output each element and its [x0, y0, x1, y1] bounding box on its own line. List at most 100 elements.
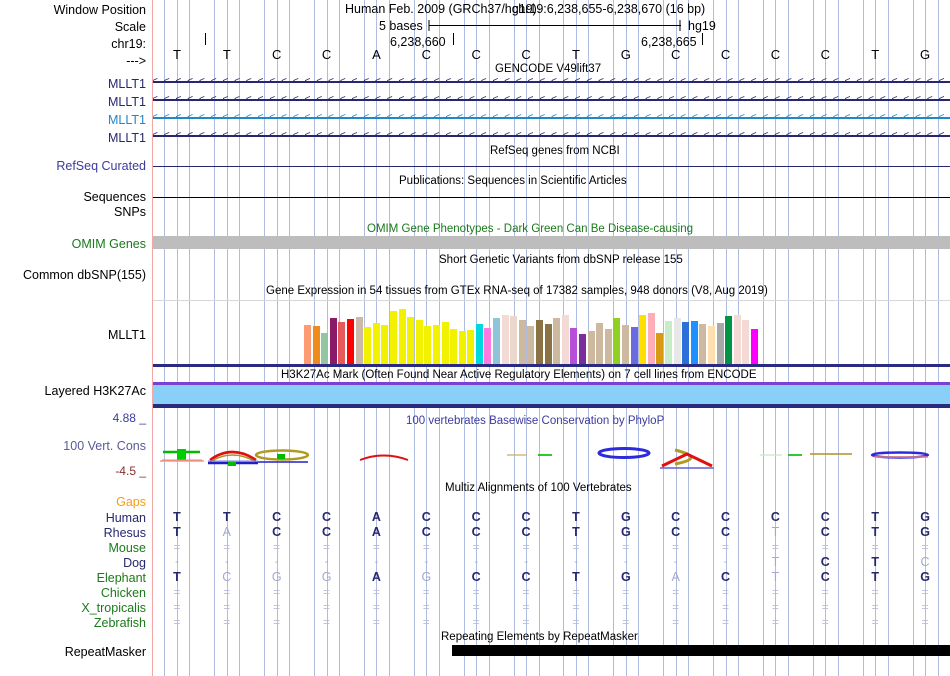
gtex-tissue-bar[interactable] [484, 328, 492, 367]
gtex-tissue-bar[interactable] [613, 318, 621, 367]
multiz-row[interactable]: = = = = = = = = = = = = = = = = [152, 600, 950, 615]
multiz-alignment-rows[interactable]: T T C C A C C C T G C C C C T G T A C C A C C C T G C C T C T G = = = = = = = =… [0, 510, 950, 630]
gtex-tissue-bar[interactable] [304, 325, 311, 367]
gtex-tissue-bar[interactable] [630, 327, 638, 367]
gtex-tissue-bar[interactable] [329, 318, 337, 367]
gene-intron-row[interactable]: <<<<<<<<<<<<<<<<<<<<<<<<<<<<<<<<<<<<<<<<… [152, 112, 950, 124]
gtex-tissue-bar[interactable] [596, 323, 604, 367]
h3k27ac-baseline [152, 404, 950, 408]
label-layered-h3k27ac[interactable]: Layered H3K27Ac [44, 384, 146, 398]
gtex-tissue-bar[interactable] [742, 320, 750, 367]
gtex-tissue-bar[interactable] [518, 320, 526, 367]
gtex-tissue-bar[interactable] [424, 326, 432, 367]
multiz-base: T [572, 525, 580, 539]
gtex-tissue-bar[interactable] [493, 318, 501, 367]
label-species-elephant[interactable]: Elephant [96, 571, 146, 585]
multiz-row[interactable]: = = = = = = = = = = = = = = = = [152, 585, 950, 600]
label-species-human[interactable]: Human [105, 511, 146, 525]
label-sequences[interactable]: Sequences [83, 190, 146, 204]
label-species-rhesus[interactable]: Rhesus [103, 526, 146, 540]
label-gene-mllt1[interactable]: MLLT1 [108, 95, 146, 109]
position-text[interactable]: chr19:6,238,655-6,238,670 (16 bp) [512, 2, 706, 16]
label-species-dog[interactable]: Dog [123, 556, 146, 570]
gtex-tissue-bar[interactable] [579, 334, 586, 367]
gtex-tissue-bar[interactable] [604, 329, 612, 367]
gtex-tissue-bar[interactable] [441, 322, 449, 367]
gtex-tissue-bar[interactable] [321, 333, 329, 367]
gtex-tissue-bar[interactable] [398, 309, 406, 367]
gtex-tissue-bar[interactable] [389, 311, 397, 367]
gtex-tissue-bar[interactable] [673, 318, 681, 367]
gtex-tissue-bar[interactable] [346, 319, 354, 367]
gtex-tissue-bar[interactable] [372, 323, 380, 367]
gene-intron-row[interactable]: <<<<<<<<<<<<<<<<<<<<<<<<<<<<<<<<<<<<<<<<… [152, 130, 950, 142]
gtex-tissue-bar[interactable] [664, 321, 672, 367]
omim-gene-bar[interactable] [152, 236, 950, 249]
label-gene-mllt1[interactable]: MLLT1 [108, 113, 146, 127]
gtex-tissue-bar[interactable] [725, 316, 733, 367]
gtex-tissue-bar[interactable] [656, 333, 664, 367]
gtex-bar-chart[interactable] [152, 301, 950, 367]
gtex-tissue-bar[interactable] [381, 325, 389, 367]
gtex-tissue-bar[interactable] [750, 329, 758, 367]
label-gaps[interactable]: Gaps [116, 495, 146, 509]
label-species-zebrafish[interactable]: Zebrafish [93, 616, 146, 630]
gtex-tissue-bar[interactable] [450, 329, 458, 367]
label-repeatmasker[interactable]: RepeatMasker [64, 645, 146, 659]
gtex-tissue-bar[interactable] [707, 326, 715, 367]
gtex-tissue-bar[interactable] [647, 313, 655, 367]
gtex-tissue-bar[interactable] [312, 326, 320, 367]
label-species-mouse[interactable]: Mouse [108, 541, 146, 555]
label-snps[interactable]: SNPs [114, 205, 146, 219]
gtex-tissue-bar[interactable] [407, 317, 415, 367]
gtex-tissue-bar[interactable] [639, 315, 647, 367]
gtex-tissue-bar[interactable] [338, 322, 346, 367]
gtex-tissue-bar[interactable] [527, 326, 535, 367]
gtex-tissue-bar[interactable] [570, 328, 578, 367]
label-gene-mllt1[interactable]: MLLT1 [108, 77, 146, 91]
gtex-tissue-bar[interactable] [682, 322, 690, 367]
gtex-tissue-bar[interactable] [621, 325, 629, 367]
multiz-row[interactable]: = = = = = = = = = = = = = = = = [152, 540, 950, 555]
label-species-x_tropicalis[interactable]: X_tropicalis [81, 601, 146, 615]
gtex-tissue-bar[interactable] [553, 318, 561, 367]
label-gtex-gene[interactable]: MLLT1 [108, 328, 146, 342]
gtex-tissue-bar[interactable] [510, 316, 518, 367]
sequences-feature-line[interactable] [152, 197, 950, 198]
label-omim-genes[interactable]: OMIM Genes [71, 237, 146, 251]
gtex-tissue-bar[interactable] [467, 330, 475, 367]
gtex-tissue-bar[interactable] [699, 324, 707, 367]
gtex-tissue-bar[interactable] [690, 321, 698, 367]
gtex-tissue-bar[interactable] [716, 323, 724, 367]
gtex-tissue-bar[interactable] [561, 315, 569, 367]
gencode-gene-track[interactable]: MLLT1 <<<<<<<<<<<<<<<<<<<<<<<<<<<<<<<<<<<… [0, 76, 950, 146]
label-refseq-curated[interactable]: RefSeq Curated [56, 159, 146, 173]
repeatmasker-element-bar[interactable] [452, 645, 950, 656]
gtex-tissue-bar[interactable] [544, 324, 552, 367]
h3k27ac-track[interactable] [152, 382, 950, 408]
multiz-row[interactable]: = = = = = = = = = = = = = = = = [152, 615, 950, 630]
refseq-feature-line[interactable] [152, 166, 950, 167]
label-species-chicken[interactable]: Chicken [100, 586, 146, 600]
multiz-base: - [623, 556, 628, 568]
label-gene-mllt1[interactable]: MLLT1 [108, 131, 146, 145]
gtex-tissue-bar[interactable] [501, 315, 509, 367]
phylop-conservation-plot[interactable] [152, 424, 950, 479]
gtex-tissue-bar[interactable] [415, 320, 423, 367]
gtex-tissue-bar[interactable] [364, 327, 372, 367]
gtex-tissue-bar[interactable] [458, 331, 466, 367]
gtex-tissue-bar[interactable] [587, 331, 595, 367]
gtex-tissue-bar[interactable] [733, 315, 741, 367]
gene-intron-row[interactable]: <<<<<<<<<<<<<<<<<<<<<<<<<<<<<<<<<<<<<<<<… [152, 76, 950, 88]
gtex-tissue-bar[interactable] [432, 325, 440, 367]
gtex-tissue-bar[interactable] [475, 324, 483, 367]
gtex-tissue-bar[interactable] [355, 317, 363, 367]
gene-intron-row[interactable]: <<<<<<<<<<<<<<<<<<<<<<<<<<<<<<<<<<<<<<<<… [152, 94, 950, 106]
label-cons-track[interactable]: 100 Vert. Cons [63, 439, 146, 453]
label-common-dbsnp[interactable]: Common dbSNP(155) [23, 268, 146, 282]
gtex-tissue-bar[interactable] [536, 320, 544, 367]
